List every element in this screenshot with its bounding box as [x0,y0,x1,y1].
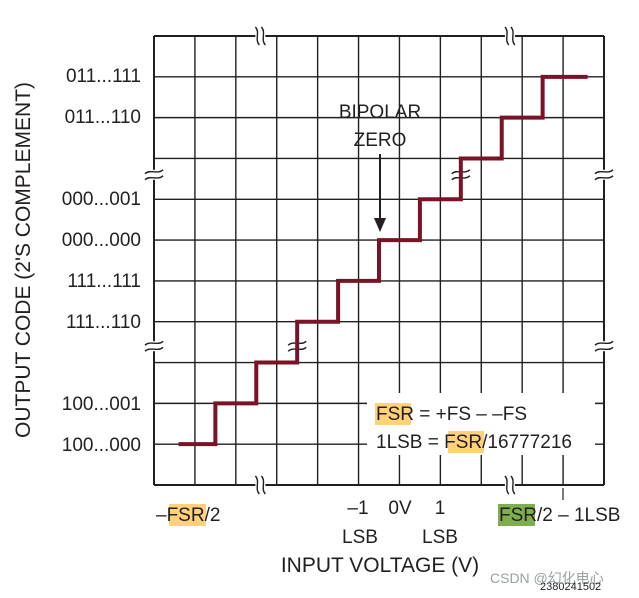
x-tick-label-minus-one-lsb: LSB [342,527,378,548]
x-axis-title: INPUT VOLTAGE (V) [281,554,479,577]
figure-code: 2380241502 [540,581,601,593]
y-tick-label: 111...110 [66,312,141,333]
y-tick-label: 011...111 [66,66,141,87]
axis-break-mark [594,340,614,352]
staircase-series-line [178,74,588,447]
fsr-word: FSR [376,404,414,425]
notes-line2-prefix: 1LSB = [376,432,444,453]
y-tick-label: 100...001 [62,394,141,415]
axis-break-mark [144,340,164,352]
axis-break-mark [504,475,516,495]
axis-break-mark [144,169,164,181]
axis-break-mark [504,26,516,46]
arrow-head [374,218,386,232]
notes-line2-suffix: /16777216 [482,432,572,453]
y-axis-title: OUTPUT CODE (2'S COMPLEMENT) [12,82,35,438]
x-tick-label-pos-fsr: FSR/2 – 1LSB [499,505,620,526]
fsr-highlight [169,504,206,526]
watermark: CSDN @幻化电心 [490,570,604,586]
fsr-highlight-green [498,504,535,526]
axis-break-mark [254,26,266,46]
y-tick-labels: 011...111 011...110 000...001 000...000 … [62,66,141,456]
fsr-highlight [448,431,484,453]
x-tick-label-plus-one: 1 [435,498,446,519]
y-tick-label: 011...110 [65,107,141,128]
axis-break-mark [254,475,266,495]
y-tick-label: 000...001 [62,189,141,210]
y-tick-label: 100...000 [62,435,141,456]
axis-break-mark [594,169,614,181]
annotation-line2: ZERO [354,130,407,151]
annotation-line1: BIPOLAR [339,102,421,123]
fsr-notes: FSR = +FS – –FS 1LSB = FSR/16777216 [367,393,595,455]
bipolar-zero-annotation: BIPOLAR ZERO [339,102,421,232]
notes-line2: 1LSB = FSR/16777216 [376,432,572,453]
fsr-word: FSR [444,432,482,453]
notes-line1-rest: = +FS – –FS [414,404,527,425]
y-tick-label: 000...000 [62,230,141,251]
notes-line1: FSR = +FS – –FS [376,404,527,425]
x-tick-label-minus-one: –1 [347,498,368,519]
x-tick-label-neg-fsr: –FSR/2 [156,505,220,526]
y-tick-label: 111...111 [67,271,141,292]
x-tick-labels: –FSR/2 –1 LSB 0V 1 LSB FSR/2 – 1LSB [156,488,620,548]
x-tick-label-zero: 0V [388,498,412,519]
x-tick-label-plus-one-lsb: LSB [422,527,458,548]
fsr-highlight [375,403,411,425]
